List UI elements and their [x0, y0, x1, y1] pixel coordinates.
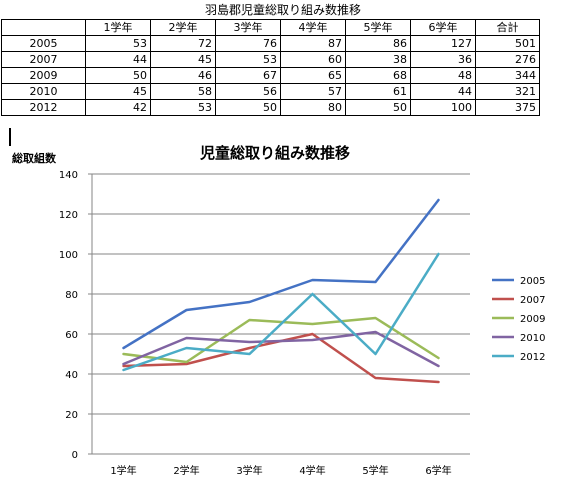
legend-label: 2007 — [520, 295, 545, 306]
table-row: 2010 45 58 56 57 61 44 321 — [1, 83, 540, 100]
table-header-row: 1学年 2学年 3学年 4学年 5学年 6学年 合計 — [1, 19, 540, 36]
x-tick-labels: 1学年 2学年 3学年 4学年 5学年 6学年 — [110, 464, 451, 477]
y-tick-label: 140 — [59, 170, 78, 181]
value-cell: 46 — [150, 67, 216, 84]
value-cell: 50 — [345, 99, 411, 116]
value-cell: 86 — [345, 35, 411, 52]
value-cell: 127 — [410, 35, 476, 52]
value-cell: 57 — [280, 83, 346, 100]
value-cell: 36 — [410, 51, 476, 68]
header-cell: 1学年 — [85, 19, 151, 36]
value-cell: 53 — [150, 99, 216, 116]
line-chart: 児童総取り組み数推移 総取組数 0 20 40 60 80 100 120 140 1学年 2学… — [0, 128, 566, 480]
series-line-2009 — [122, 316, 440, 364]
legend-label: 2005 — [520, 276, 545, 287]
x-tick-label: 6学年 — [425, 464, 451, 477]
value-cell: 60 — [280, 51, 346, 68]
value-cell: 72 — [150, 35, 216, 52]
year-cell: 2007 — [1, 51, 86, 68]
chart-title: 児童総取り組み数推移 — [199, 144, 350, 162]
legend-label: 2009 — [520, 314, 545, 325]
legend-label: 2010 — [520, 333, 545, 344]
value-cell: 87 — [280, 35, 346, 52]
series-line-2005 — [122, 198, 440, 350]
value-cell: 61 — [345, 83, 411, 100]
value-cell: 48 — [410, 67, 476, 84]
total-cell: 321 — [475, 83, 540, 100]
year-cell: 2010 — [1, 83, 86, 100]
y-tick-label: 60 — [65, 330, 78, 341]
value-cell: 58 — [150, 83, 216, 100]
header-cell: 4学年 — [280, 19, 346, 36]
y-axis-label: 総取組数 — [12, 151, 57, 165]
table-row: 2005 53 72 76 87 86 127 501 — [1, 35, 540, 52]
value-cell: 45 — [150, 51, 216, 68]
value-cell: 68 — [345, 67, 411, 84]
gridlines — [88, 173, 470, 455]
value-cell: 38 — [345, 51, 411, 68]
y-tick-label: 100 — [59, 250, 78, 261]
series-lines — [122, 198, 440, 384]
header-cell: 6学年 — [410, 19, 476, 36]
header-cell: 5学年 — [345, 19, 411, 36]
value-cell: 44 — [85, 51, 151, 68]
y-tick-label: 120 — [59, 210, 78, 221]
value-cell: 100 — [410, 99, 476, 116]
legend: 2005 2007 2009 2010 2012 — [492, 276, 545, 363]
header-cell — [1, 19, 86, 36]
x-tick-label: 1学年 — [110, 464, 136, 477]
data-table: 1学年 2学年 3学年 4学年 5学年 6学年 合計 2005 53 72 76… — [1, 19, 540, 116]
value-cell: 45 — [85, 83, 151, 100]
year-cell: 2009 — [1, 67, 86, 84]
x-tick-label: 3学年 — [236, 464, 262, 477]
value-cell: 50 — [215, 99, 281, 116]
header-cell: 合計 — [475, 19, 540, 36]
y-tick-label: 80 — [65, 290, 78, 301]
series-line-2012 — [122, 252, 440, 372]
y-tick-label: 20 — [65, 410, 78, 421]
table-row: 2007 44 45 53 60 38 36 276 — [1, 51, 540, 68]
value-cell: 67 — [215, 67, 281, 84]
total-cell: 344 — [475, 67, 540, 84]
x-tick-label: 5学年 — [362, 464, 388, 477]
header-cell: 3学年 — [215, 19, 281, 36]
y-tick-labels: 0 20 40 60 80 100 120 140 — [59, 170, 78, 461]
value-cell: 56 — [215, 83, 281, 100]
y-tick-label: 40 — [65, 370, 78, 381]
value-cell: 44 — [410, 83, 476, 100]
year-cell: 2012 — [1, 99, 86, 116]
year-cell: 2005 — [1, 35, 86, 52]
chart-background — [0, 128, 566, 480]
ylabel-marker — [9, 128, 11, 146]
table-row: 2009 50 46 67 65 68 48 344 — [1, 67, 540, 84]
value-cell: 42 — [85, 99, 151, 116]
y-tick-label: 0 — [72, 450, 78, 461]
header-cell: 2学年 — [150, 19, 216, 36]
value-cell: 65 — [280, 67, 346, 84]
value-cell: 53 — [215, 51, 281, 68]
x-tick-label: 4学年 — [299, 464, 325, 477]
table-row: 2012 42 53 50 80 50 100 375 — [1, 99, 540, 116]
total-cell: 276 — [475, 51, 540, 68]
legend-label: 2012 — [520, 352, 545, 363]
value-cell: 80 — [280, 99, 346, 116]
x-tick-label: 2学年 — [173, 464, 199, 477]
value-cell: 53 — [85, 35, 151, 52]
value-cell: 76 — [215, 35, 281, 52]
total-cell: 375 — [475, 99, 540, 116]
table-title: 羽島郡児童総取り組み数推移 — [204, 3, 361, 17]
total-cell: 501 — [475, 35, 540, 52]
value-cell: 50 — [85, 67, 151, 84]
